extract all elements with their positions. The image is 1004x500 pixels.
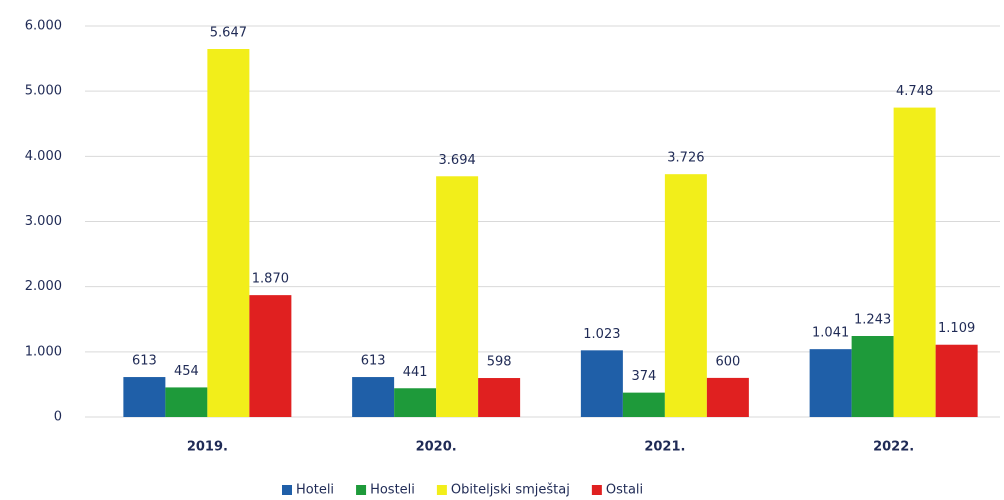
y-tick-label: 3.000 bbox=[25, 214, 62, 229]
legend-swatch bbox=[591, 485, 602, 495]
y-tick-label: 1.000 bbox=[25, 344, 62, 359]
bar bbox=[935, 344, 978, 417]
x-tick-label: 2019. bbox=[187, 440, 228, 455]
value-label: 613 bbox=[361, 354, 386, 369]
value-label: 5.647 bbox=[210, 26, 247, 41]
value-label: 1.023 bbox=[583, 327, 620, 342]
legend-label: Hosteli bbox=[370, 483, 415, 498]
y-tick-label: 5.000 bbox=[25, 84, 62, 99]
value-label: 441 bbox=[403, 365, 428, 380]
x-tick-label: 2021. bbox=[644, 440, 685, 455]
x-tick-label: 2020. bbox=[416, 440, 457, 455]
bar bbox=[478, 378, 521, 417]
value-label: 613 bbox=[132, 354, 157, 369]
y-tick-label: 4.000 bbox=[25, 149, 62, 164]
bar bbox=[706, 377, 749, 417]
legend-label: Ostali bbox=[606, 483, 643, 498]
bar bbox=[664, 174, 707, 417]
bar bbox=[352, 377, 395, 417]
bar bbox=[165, 387, 208, 417]
legend-label: Obiteljski smještaj bbox=[451, 483, 570, 498]
value-label: 1.243 bbox=[854, 312, 891, 327]
bar bbox=[851, 335, 894, 417]
x-tick-label: 2022. bbox=[873, 440, 914, 455]
legend-swatch bbox=[282, 485, 292, 495]
bar bbox=[207, 49, 250, 417]
bar bbox=[249, 295, 292, 417]
bar bbox=[622, 392, 665, 417]
value-label: 4.748 bbox=[896, 84, 933, 99]
bar bbox=[580, 350, 623, 417]
value-label: 1.109 bbox=[938, 321, 975, 336]
bar bbox=[436, 176, 479, 417]
bar bbox=[893, 107, 936, 417]
value-label: 454 bbox=[174, 364, 199, 379]
value-label: 3.726 bbox=[667, 151, 704, 166]
y-tick-label: 2.000 bbox=[25, 279, 62, 294]
legend-label: Hoteli bbox=[296, 483, 334, 498]
bar bbox=[394, 388, 437, 417]
legend-swatch bbox=[356, 485, 367, 495]
bar bbox=[123, 377, 166, 417]
value-label: 598 bbox=[487, 355, 512, 370]
y-tick-label: 0 bbox=[54, 410, 62, 425]
value-label: 600 bbox=[715, 354, 740, 369]
value-label: 374 bbox=[631, 369, 656, 384]
value-label: 3.694 bbox=[439, 153, 476, 168]
y-tick-label: 6.000 bbox=[25, 19, 62, 34]
value-label: 1.041 bbox=[812, 326, 849, 341]
value-label: 1.870 bbox=[252, 272, 289, 287]
legend-swatch bbox=[436, 485, 447, 495]
bar bbox=[809, 349, 852, 417]
